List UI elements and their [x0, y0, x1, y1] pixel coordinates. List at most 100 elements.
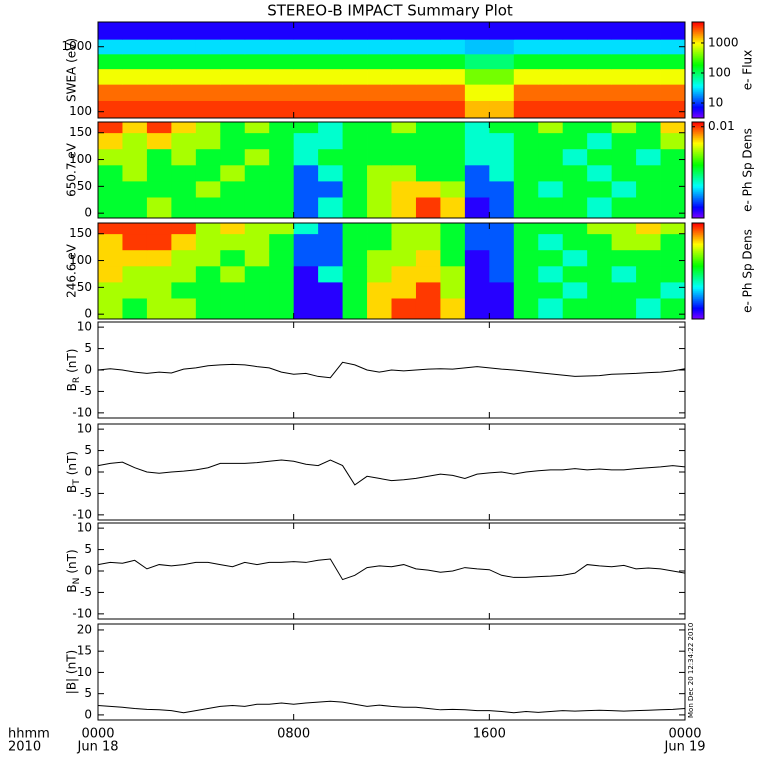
- colorbar-swatch: [692, 52, 704, 55]
- heatmap-cell: [98, 22, 123, 40]
- heatmap-cell: [660, 265, 686, 283]
- colorbar-tick-label: 1000: [708, 35, 739, 49]
- colorbar-swatch: [692, 176, 704, 179]
- heatmap-cell: [489, 180, 515, 198]
- heatmap-cell: [611, 148, 637, 166]
- y-tick-label: 100: [69, 104, 92, 118]
- heatmap-cell: [660, 281, 686, 299]
- colorbar-swatch: [692, 214, 704, 217]
- heatmap-cell: [318, 68, 343, 85]
- colorbar-swatch: [692, 186, 704, 189]
- colorbar-swatch: [692, 317, 704, 320]
- colorbar-swatch: [692, 164, 704, 167]
- heatmap-cell: [538, 68, 564, 85]
- colorbar-swatch: [692, 245, 704, 248]
- heatmap-cell: [98, 39, 123, 55]
- colorbar-swatch: [692, 146, 704, 149]
- colorbar-swatch: [692, 271, 704, 274]
- heatmap-cell: [587, 84, 613, 101]
- y-tick-label: 0: [84, 707, 92, 721]
- y-axis-label-main: B: [65, 485, 79, 493]
- colorbar-swatch: [692, 114, 704, 117]
- heatmap-cell: [587, 148, 613, 166]
- colorbar-swatch: [692, 253, 704, 256]
- heatmap-cell: [587, 39, 613, 55]
- y-tick-label: -10: [72, 606, 92, 620]
- heatmap-cell: [293, 22, 319, 40]
- heatmap-cell: [171, 298, 197, 320]
- heatmap-cell: [367, 84, 392, 101]
- heatmap-cell: [367, 148, 392, 166]
- heatmap-cell: [98, 84, 123, 101]
- heatmap-cell: [464, 281, 490, 299]
- colorbar-swatch: [692, 104, 704, 107]
- heatmap-cell: [391, 249, 417, 267]
- heatmap-cell: [98, 132, 123, 150]
- data-line: [97, 361, 686, 379]
- heatmap-cell: [440, 84, 466, 101]
- colorbar-swatch: [692, 251, 704, 254]
- colorbar-swatch: [692, 166, 704, 169]
- heatmap-cell: [440, 39, 466, 55]
- y-tick-label: 50: [77, 280, 92, 294]
- y-tick-label: 5: [84, 686, 92, 700]
- heatmap-cell: [513, 122, 539, 134]
- heatmap-cell: [562, 39, 588, 55]
- heatmap-cell: [342, 39, 368, 55]
- heatmap-cell: [220, 84, 246, 101]
- heatmap-cell: [513, 249, 539, 267]
- colorbar-swatch: [692, 42, 704, 45]
- colorbar-swatch: [692, 190, 704, 193]
- heatmap-cell: [562, 84, 588, 101]
- heatmap-cell: [587, 68, 613, 85]
- heatmap-cell: [220, 180, 246, 198]
- heatmap-cell: [195, 22, 221, 40]
- heatmap-cell: [636, 132, 661, 150]
- heatmap-cell: [611, 298, 637, 320]
- y-axis-label-unit: (nT): [65, 349, 79, 373]
- heatmap-cell: [244, 100, 270, 119]
- heatmap-cell: [244, 223, 270, 235]
- colorbar-swatch: [692, 136, 704, 139]
- heatmap-cell: [98, 281, 123, 299]
- colorbar-swatch: [692, 112, 704, 115]
- heatmap-cell: [220, 148, 246, 166]
- colorbar-swatch: [692, 98, 704, 101]
- heatmap-cell: [611, 122, 637, 134]
- colorbar-swatch: [692, 56, 704, 59]
- heatmap-cell: [415, 180, 441, 198]
- heatmap-cell: [636, 233, 661, 251]
- heatmap-cell: [513, 180, 539, 198]
- heatmap-cell: [489, 68, 515, 85]
- heatmap-cell: [513, 68, 539, 85]
- colorbar-swatch: [692, 82, 704, 85]
- x-tick-label: 0000: [81, 727, 114, 742]
- heatmap-cell: [587, 53, 613, 70]
- heatmap-cell: [318, 132, 343, 150]
- heatmap-cell: [146, 148, 172, 166]
- heatmap-cell: [122, 132, 148, 150]
- heatmap-cell: [220, 265, 246, 283]
- heatmap-cell: [122, 265, 148, 283]
- heatmap-cell: [538, 164, 564, 182]
- heatmap-cell: [367, 39, 392, 55]
- colorbar-swatch: [692, 174, 704, 177]
- heatmap-cell: [611, 265, 637, 283]
- heatmap-cell: [611, 233, 637, 251]
- heatmap-cell: [489, 132, 515, 150]
- y-tick-label: 5: [84, 341, 92, 355]
- heatmap-cell: [220, 249, 246, 267]
- heatmap-cell: [391, 233, 417, 251]
- colorbar-swatch: [692, 28, 704, 31]
- heatmap-cell: [440, 223, 466, 235]
- heatmap-cell: [562, 298, 588, 320]
- heatmap-cell: [146, 100, 172, 119]
- data-line: [97, 459, 686, 486]
- colorbar-swatch: [692, 305, 704, 308]
- heatmap-cell: [318, 148, 343, 166]
- heatmap-cell: [269, 132, 295, 150]
- heatmap-cell: [440, 249, 466, 267]
- heatmap-cell: [440, 265, 466, 283]
- colorbar-swatch: [692, 216, 704, 219]
- heatmap-cell: [489, 122, 515, 134]
